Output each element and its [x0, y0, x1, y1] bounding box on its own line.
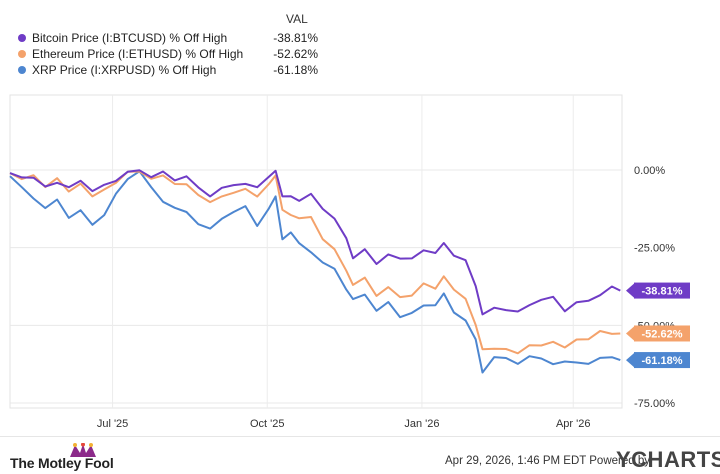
- legend-series-name: Ethereum Price (I:ETHUSD) % Off High: [32, 47, 244, 61]
- x-tick-label: Jan '26: [404, 418, 439, 430]
- x-tick-label: Apr '26: [556, 418, 591, 430]
- y-tick-label: -25.00%: [634, 243, 675, 255]
- ycharts-logo: YCHARTS: [616, 447, 720, 472]
- legend-series-name: Bitcoin Price (I:BTCUSD) % Off High: [32, 31, 228, 45]
- end-label-pointer: [626, 283, 634, 298]
- timestamp-note: Apr 29, 2026, 1:46 PM EDT Powered by: [445, 455, 650, 467]
- chart-footer: The Motley Fool Apr 29, 2026, 1:46 PM ED…: [0, 436, 720, 474]
- legend-value-header: VAL: [286, 12, 308, 26]
- jester-hat-icon: [70, 443, 96, 457]
- legend-item-bitcoin[interactable]: Bitcoin Price (I:BTCUSD) % Off High -38.…: [18, 31, 318, 47]
- series-line-xrp: [9, 170, 621, 374]
- legend-series-value: -61.18%: [273, 63, 318, 77]
- brand-name: The Motley Fool: [10, 455, 114, 471]
- series-line-bitcoin: [9, 169, 621, 316]
- chart-legend: VAL Bitcoin Price (I:BTCUSD) % Off High …: [0, 0, 330, 82]
- x-tick-label: Oct '25: [250, 418, 285, 430]
- legend-marker-icon: [18, 50, 26, 58]
- end-label-box: [634, 325, 690, 342]
- end-label-pointer: [626, 353, 634, 368]
- motley-fool-logo: The Motley Fool: [10, 443, 150, 471]
- y-tick-label: -75.00%: [634, 398, 675, 410]
- end-label-pointer: [626, 326, 634, 341]
- plot-area-frame: [9, 94, 623, 409]
- legend-marker-icon: [18, 66, 26, 74]
- end-value-label: -52.62%: [642, 328, 683, 340]
- end-label-box: [634, 282, 690, 299]
- end-value-label: -61.18%: [642, 355, 683, 367]
- legend-marker-icon: [18, 34, 26, 42]
- legend-series-value: -52.62%: [273, 47, 318, 61]
- series-line-ethereum: [9, 170, 621, 355]
- legend-item-xrp[interactable]: XRP Price (I:XRPUSD) % Off High -61.18%: [18, 63, 318, 79]
- legend-series-name: XRP Price (I:XRPUSD) % Off High: [32, 63, 217, 77]
- end-label-box: [634, 352, 690, 369]
- legend-series-value: -38.81%: [273, 31, 318, 45]
- y-tick-label: 0.00%: [634, 165, 665, 177]
- legend-item-ethereum[interactable]: Ethereum Price (I:ETHUSD) % Off High -52…: [18, 47, 318, 63]
- end-value-label: -38.81%: [642, 286, 683, 298]
- x-tick-label: Jul '25: [97, 418, 128, 430]
